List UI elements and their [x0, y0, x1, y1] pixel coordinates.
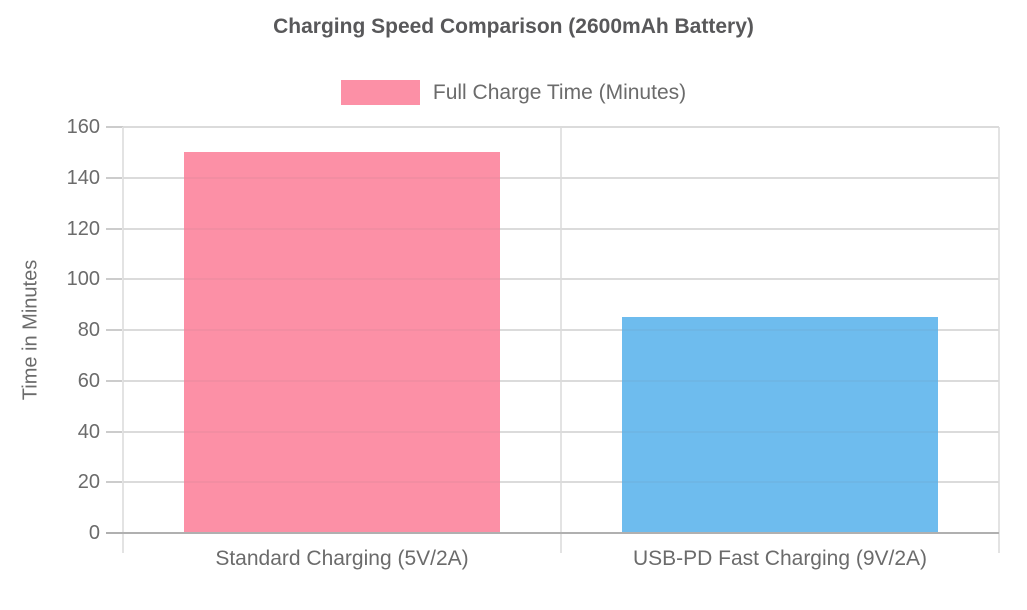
y-tick-label-20: 20 [77, 471, 100, 494]
y-tick-mark-100 [106, 278, 123, 281]
y-tick-label-100: 100 [66, 268, 100, 291]
x-tick-label-usb-pd-fast-charging-9v-2a: USB-PD Fast Charging (9V/2A) [632, 547, 928, 570]
y-tick-label-60: 60 [77, 369, 100, 392]
y-tick-mark-160 [106, 126, 123, 128]
gridline-y-120 [123, 227, 999, 230]
bar-usb-pd-fast-charging-9v-2a[interactable] [622, 317, 938, 533]
y-tick-label-40: 40 [77, 420, 100, 443]
y-tick-mark-40 [106, 430, 123, 433]
y-tick-label-0: 0 [88, 522, 100, 544]
gridline-y-40 [123, 430, 999, 433]
gridline-y-60 [123, 379, 999, 382]
gridline-overlay-y-80 [123, 329, 999, 331]
x-axis: Standard Charging (5V/2A) USB-PD Fast Cha… [123, 547, 999, 577]
gridline-overlay-y-20 [123, 481, 999, 484]
gridline-y-80 [123, 329, 999, 331]
gridline-overlay-y-120 [123, 227, 999, 230]
gridline-x-2 [998, 127, 1000, 553]
gridline-overlay-y-100 [123, 278, 999, 281]
y-tick-mark-60 [106, 379, 123, 382]
chart-title: Charging Speed Comparison (2600mAh Batte… [273, 15, 754, 38]
y-tick-mark-120 [106, 227, 123, 230]
y-tick-label-80: 80 [77, 319, 100, 341]
gridline-overlay-y-160 [123, 126, 999, 128]
y-tick-label-140: 140 [66, 166, 100, 189]
gridline-y-140 [123, 176, 999, 179]
y-tick-mark-20 [106, 481, 123, 484]
y-tick-mark-140 [106, 176, 123, 179]
gridline-overlay-y-60 [123, 379, 999, 382]
y-tick-mark-80 [106, 329, 123, 331]
legend-swatch-icon [340, 80, 420, 105]
legend-label: Full Charge Time (Minutes) [432, 80, 687, 104]
gridline-overlay-y-40 [123, 430, 999, 433]
bar-standard-charging-5v-2a[interactable] [184, 152, 500, 533]
gridline-x-0 [122, 127, 124, 553]
gridline-y-160 [123, 126, 999, 128]
x-axis-line [106, 532, 999, 534]
plot-area [106, 126, 1000, 553]
gridline-y-100 [123, 278, 999, 281]
gridline-x-1 [560, 127, 562, 553]
y-tick-label-160: 160 [66, 116, 100, 138]
gridline-y-20 [123, 481, 999, 484]
x-tick-label-standard-charging-5v-2a: Standard Charging (5V/2A) [215, 547, 469, 570]
y-tick-label-120: 120 [66, 217, 100, 240]
legend: Full Charge Time (Minutes) [0, 80, 1027, 105]
gridline-overlay-y-140 [123, 176, 999, 179]
legend-item-full-charge-time-minutes[interactable]: Full Charge Time (Minutes) [340, 80, 687, 105]
y-axis: 0 20 40 60 80 100 120 140 160 [0, 116, 123, 544]
